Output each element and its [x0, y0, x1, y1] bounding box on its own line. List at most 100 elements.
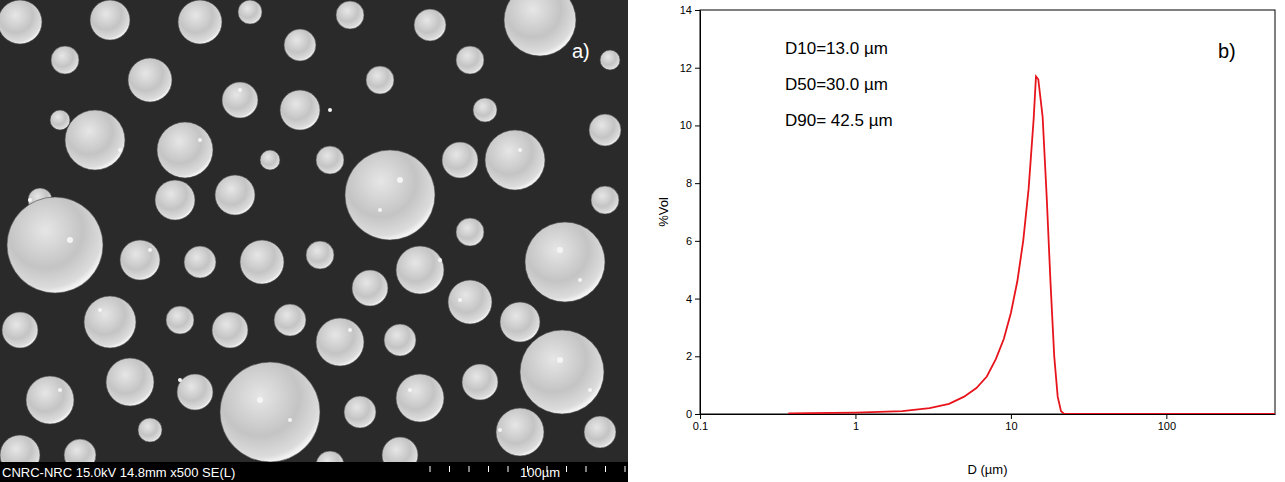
- panel-label: a): [572, 40, 590, 62]
- particle: [65, 110, 125, 170]
- particle: [128, 58, 172, 102]
- y-tick-mark: [695, 125, 700, 126]
- x-tick-label: 1: [853, 420, 859, 432]
- particle: [215, 175, 255, 215]
- y-tick: 12: [680, 62, 700, 74]
- satellite-particle: [238, 88, 242, 92]
- y-tick-label: 8: [686, 177, 692, 189]
- satellite-particle: [408, 388, 412, 392]
- y-tick-mark: [695, 68, 700, 69]
- scale-bar-tick: [488, 466, 489, 472]
- particle: [442, 142, 478, 178]
- particle: [316, 318, 364, 366]
- satellite-particle: [288, 418, 292, 422]
- satellite-particle: [328, 108, 332, 112]
- sem-info: CNRC-NRC 15.0kV 14.8mm x500 SE(L): [2, 465, 235, 480]
- info-strip: [0, 462, 628, 482]
- particle: [260, 150, 280, 170]
- particle: [504, 0, 576, 56]
- satellite-particle: [58, 388, 62, 392]
- satellite-particle: [28, 198, 32, 202]
- satellite-particle: [518, 148, 522, 152]
- scale-bar-label: 100µm: [520, 465, 560, 480]
- particle: [600, 50, 620, 70]
- particle: [184, 246, 216, 278]
- scale-bar-tick: [605, 466, 606, 472]
- particle: [280, 90, 320, 130]
- scale-bar-tick: [430, 466, 431, 472]
- particle: [155, 180, 195, 220]
- particle: [584, 416, 616, 448]
- satellite-particle: [458, 298, 462, 302]
- particle: [316, 146, 344, 174]
- particle: [448, 280, 492, 324]
- particle: [238, 0, 262, 24]
- particle: [220, 362, 320, 462]
- particle: [50, 110, 70, 130]
- particle: [274, 304, 306, 336]
- satellite-particle: [588, 388, 592, 392]
- particle: [240, 240, 284, 284]
- y-tick: 0: [686, 408, 700, 420]
- y-tick-label: 2: [686, 350, 692, 362]
- satellite-particle: [578, 278, 582, 282]
- particle: [2, 312, 38, 348]
- y-tick: 14: [680, 4, 700, 16]
- particle: [166, 306, 194, 334]
- x-tick-mark: [1166, 414, 1167, 419]
- particle: [90, 0, 130, 40]
- x-tick: 0.1: [693, 414, 708, 432]
- y-tick: 8: [686, 177, 700, 189]
- satellite-particle: [148, 248, 152, 252]
- particle: [462, 364, 498, 400]
- particle: [473, 98, 497, 122]
- x-tick-label: 10: [1005, 420, 1017, 432]
- particle: [525, 222, 605, 302]
- scale-bar-tick: [586, 466, 587, 472]
- particle: [138, 418, 162, 442]
- x-tick-mark: [700, 414, 701, 419]
- particle: [157, 122, 213, 178]
- x-tick-label: 100: [1158, 420, 1176, 432]
- particle: [589, 114, 621, 146]
- annotation: D50=30.0 µm: [785, 75, 888, 94]
- x-tick: 100: [1158, 414, 1176, 432]
- particle: [120, 240, 160, 280]
- annotation: D10=13.0 µm: [785, 39, 888, 58]
- annotation: D90= 42.5 µm: [785, 111, 893, 130]
- satellite-particle: [98, 308, 102, 312]
- particle: [384, 324, 416, 356]
- y-axis-title: %Vol: [656, 197, 671, 227]
- x-axis-title: D (µm): [968, 462, 1008, 477]
- particle: [496, 408, 544, 456]
- y-tick-mark: [695, 414, 700, 415]
- y-axis: 02468101214: [680, 4, 701, 420]
- particle: [382, 437, 418, 462]
- satellite-particle: [257, 397, 263, 403]
- particle: [0, 435, 40, 462]
- particle: [222, 82, 258, 118]
- chart: 0.111010002468101214D (µm)%VolD10=13.0 µ…: [656, 4, 1276, 477]
- sem-image: CNRC-NRC 15.0kV 14.8mm x500 SE(L) 100µm a): [0, 0, 628, 482]
- particle: [344, 396, 376, 428]
- particle: [64, 439, 96, 462]
- satellite-particle: [438, 258, 442, 262]
- particle: [0, 0, 42, 44]
- scale-bar-tick: [449, 466, 450, 472]
- y-tick-mark: [695, 356, 700, 357]
- satellite-particle: [397, 177, 403, 183]
- y-tick-label: 14: [680, 4, 692, 16]
- figure: CNRC-NRC 15.0kV 14.8mm x500 SE(L) 100µm a)…: [0, 0, 1285, 482]
- scale-bar-tick: [566, 466, 567, 472]
- particle: [345, 150, 435, 240]
- satellite-particle: [198, 138, 202, 142]
- particle: [212, 312, 248, 348]
- particle: [456, 46, 484, 74]
- y-tick-mark: [695, 241, 700, 242]
- satellite-particle: [67, 237, 73, 243]
- satellite-particle: [378, 208, 382, 212]
- satellite-particle: [557, 357, 563, 363]
- particle: [414, 9, 446, 41]
- particle: [456, 218, 484, 246]
- particle: [178, 0, 222, 44]
